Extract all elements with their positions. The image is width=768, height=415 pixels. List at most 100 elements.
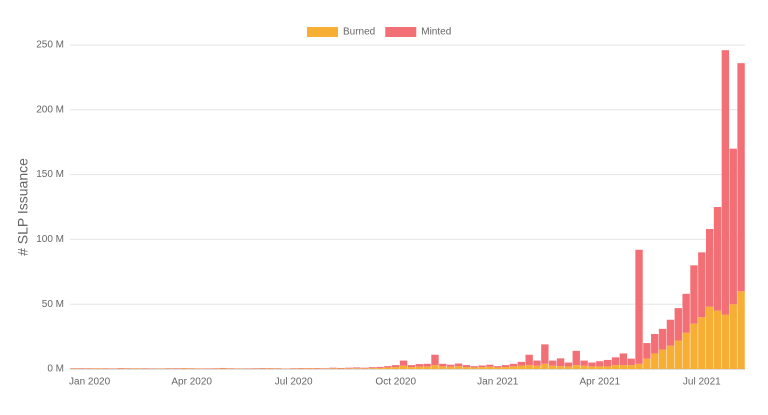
bar-segment xyxy=(392,367,400,369)
bar-segment xyxy=(344,367,353,369)
bar-segment xyxy=(266,368,274,369)
bar-segment xyxy=(368,368,376,369)
bar-segment xyxy=(172,368,180,369)
x-tick-label: Jul 2020 xyxy=(275,377,313,388)
bar-segment xyxy=(658,328,667,350)
bar-segment xyxy=(423,363,431,367)
y-tick-label: 100 M xyxy=(36,234,64,245)
bar-segment xyxy=(541,344,549,364)
bar-segment xyxy=(384,366,392,368)
y-tick-label: 200 M xyxy=(36,104,64,115)
bar-segment xyxy=(329,367,337,369)
bar-segment xyxy=(533,360,541,366)
bar-segment xyxy=(596,361,604,367)
bar-segment xyxy=(588,366,596,369)
x-tick-label: Apr 2020 xyxy=(171,377,212,388)
bar-segment xyxy=(580,360,588,366)
bar-segment xyxy=(721,50,730,315)
bar-segment xyxy=(219,368,227,369)
y-axis-title: # SLP Issuance xyxy=(15,158,31,256)
bar-segment xyxy=(666,319,675,346)
bar-segment xyxy=(611,365,620,369)
bar-segment xyxy=(509,366,518,369)
bar-segment xyxy=(525,365,533,369)
bar-segment xyxy=(305,368,314,369)
bar-segment xyxy=(603,359,612,367)
x-tick-label: Jan 2020 xyxy=(69,377,111,388)
bar-segment xyxy=(470,367,478,369)
bar-segment xyxy=(423,366,431,369)
bar-segment xyxy=(407,365,416,368)
bar-segment xyxy=(133,368,141,369)
legend-label: Minted xyxy=(421,27,451,38)
bar-segment xyxy=(564,362,573,367)
bar-segment xyxy=(509,363,518,367)
bar-segment xyxy=(643,358,651,369)
bar-segment xyxy=(501,367,510,369)
bar-segment xyxy=(360,367,369,369)
bar-segment xyxy=(682,293,690,333)
bar-segment xyxy=(337,367,345,369)
bar-segment xyxy=(674,340,682,369)
bar-segment xyxy=(737,63,745,292)
bar-segment xyxy=(297,368,306,369)
bar-segment xyxy=(180,368,188,369)
bar-segment xyxy=(368,367,376,369)
bar-segment xyxy=(549,360,557,366)
bar-segment xyxy=(690,265,698,324)
bar-segment xyxy=(690,323,698,369)
bar-segment xyxy=(643,343,651,359)
bar-segment xyxy=(517,365,525,369)
bar-segment xyxy=(588,362,596,367)
bar-segment xyxy=(541,363,549,369)
bar-segment xyxy=(454,366,463,369)
bar-segment xyxy=(376,366,384,368)
y-tick-label: 50 M xyxy=(42,299,64,310)
bar-segment xyxy=(525,354,533,366)
bar-segment xyxy=(517,361,525,366)
bar-segment xyxy=(376,367,384,369)
bar-segment xyxy=(399,360,408,366)
y-tick-label: 150 M xyxy=(36,169,64,180)
bar-segment xyxy=(384,367,392,369)
bar-segment xyxy=(462,367,471,369)
bar-segment xyxy=(737,291,745,369)
bar-segment xyxy=(470,366,478,368)
bar-segment xyxy=(501,365,510,368)
bar-segment xyxy=(682,332,690,369)
legend-label: Burned xyxy=(343,27,375,38)
bar-segment xyxy=(415,366,423,369)
bar-segment xyxy=(454,363,463,367)
bar-segment xyxy=(486,364,494,367)
bar-segment xyxy=(651,353,659,369)
bar-segment xyxy=(705,229,714,307)
y-tick-label: 250 M xyxy=(36,40,64,51)
bar-segment xyxy=(439,363,447,367)
bar-segment xyxy=(446,364,455,367)
bar-segment xyxy=(619,353,628,366)
bar-segment xyxy=(352,368,361,369)
bar-segment xyxy=(603,366,612,369)
bar-segment xyxy=(619,365,628,369)
bar-segment xyxy=(431,365,439,369)
bar-segment xyxy=(329,368,337,369)
bar-segment xyxy=(556,358,565,367)
bar-segment xyxy=(344,368,353,369)
bar-segment xyxy=(674,308,682,341)
bar-segment xyxy=(313,368,321,369)
bar-segment xyxy=(698,252,706,318)
bar-segment xyxy=(478,365,486,368)
x-tick-label: Apr 2021 xyxy=(579,377,620,388)
bar-segment xyxy=(721,314,730,369)
bar-segment xyxy=(360,368,369,369)
bar-segment xyxy=(611,357,620,366)
bar-segment xyxy=(431,354,439,366)
bar-segment xyxy=(446,366,455,369)
bar-segment xyxy=(713,207,722,311)
bar-segment xyxy=(705,306,714,369)
bar-segment xyxy=(549,365,557,369)
bar-segment xyxy=(666,345,675,369)
bar-segment xyxy=(556,366,565,369)
bar-segment xyxy=(658,349,667,369)
